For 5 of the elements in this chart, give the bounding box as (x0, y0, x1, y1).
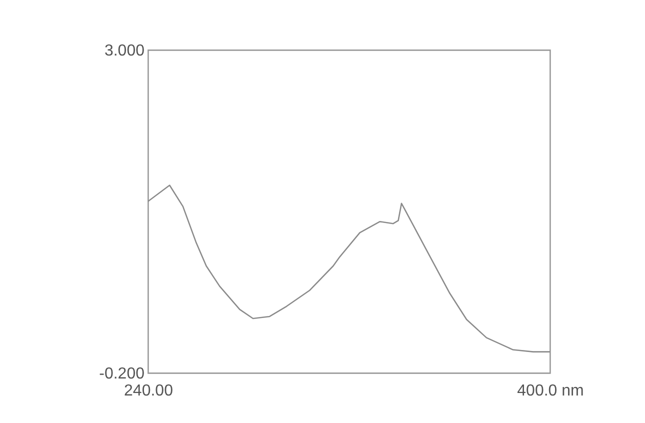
y-tick-label: 3.000 (104, 42, 145, 60)
line-series (148, 184, 550, 352)
x-tick-label: 400.0 nm (517, 382, 584, 400)
x-tick-label: 240.00 (124, 382, 174, 400)
y-tick-label: -0.200 (99, 366, 145, 382)
